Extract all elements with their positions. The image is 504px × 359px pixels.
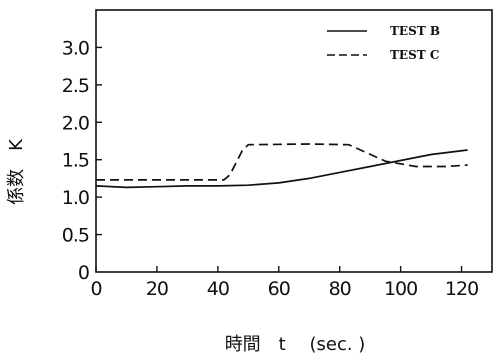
x-tick-label: 0 xyxy=(90,278,101,300)
y-tick-label: 0 xyxy=(78,262,89,284)
y-tick-label: 1.5 xyxy=(62,150,89,172)
plot-frame xyxy=(95,9,493,273)
series-line-test-c xyxy=(96,143,468,181)
x-tick-label: 20 xyxy=(146,278,168,300)
x-tick-label: 120 xyxy=(445,278,478,300)
x-tick-labels: 0 20 40 60 80 100 120 xyxy=(90,278,479,300)
legend-label: TEST B xyxy=(390,24,440,38)
tick-marks xyxy=(95,46,463,272)
x-tick-label: 40 xyxy=(207,278,229,300)
y-tick-label: 1.0 xyxy=(62,187,89,209)
x-tick-label: 60 xyxy=(268,278,290,300)
y-tick-label: 0.5 xyxy=(62,225,89,247)
series-lines xyxy=(95,143,468,189)
x-axis-label: 時間 t (sec. ) xyxy=(225,334,366,355)
y-tick-label: 2.5 xyxy=(62,75,89,97)
y-tick-labels: 0 0.5 1.0 1.5 2.0 2.5 3.0 xyxy=(62,37,90,284)
x-tick-label: 80 xyxy=(329,278,351,300)
legend-label: TEST C xyxy=(390,48,439,62)
series-line-test-b xyxy=(95,149,468,189)
y-tick-label: 2.0 xyxy=(62,112,89,134)
x-tick-label: 100 xyxy=(384,278,417,300)
y-axis-label: 係数 K xyxy=(6,138,27,205)
legend: TEST B TEST C xyxy=(327,24,440,62)
y-tick-label: 3.0 xyxy=(62,37,89,59)
